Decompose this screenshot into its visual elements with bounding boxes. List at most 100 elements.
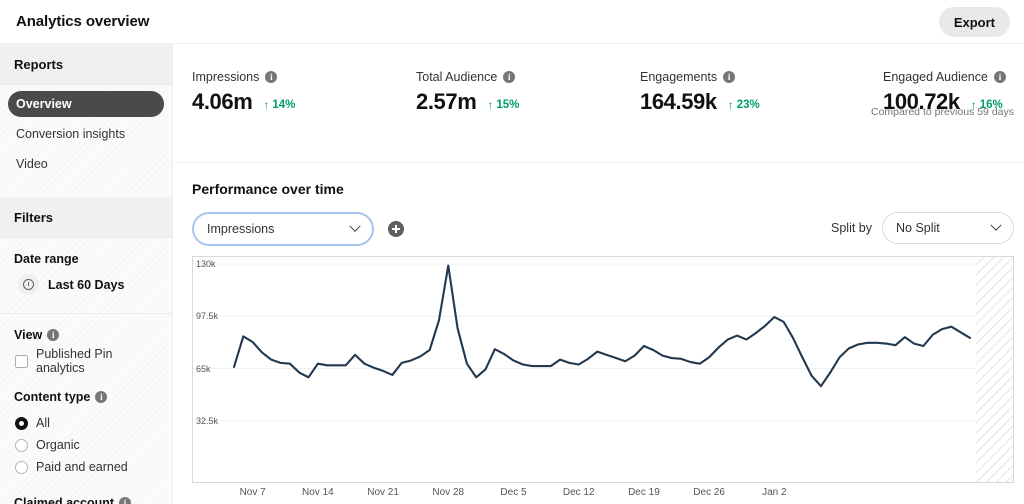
metric-delta: ↑ 15% [487,99,519,111]
metric-values: 4.06m ↑ 14% [192,89,295,115]
metric-delta-text: 15% [496,99,520,111]
export-button[interactable]: Export [938,7,1010,37]
metric-values: 2.57m ↑ 15% [416,89,519,115]
chart-controls: Impressions Split by No Split [192,212,1024,250]
add-metric-button[interactable] [388,221,404,237]
arrow-up-icon: ↑ [970,98,977,112]
x-axis-tick: Nov 21 [367,487,399,498]
sidebar-item-label: Video [16,157,48,171]
claimed-account-label: Claimed account i [14,496,158,504]
date-range-selector[interactable]: Last 60 Days [14,274,158,295]
filter-date-range: Date range Last 60 Days [0,238,172,311]
radio-icon [15,438,28,452]
checkbox-published-pin-analytics[interactable]: Published Pin analytics [14,347,158,375]
filter-claimed-account: Claimed account i All Pins [0,482,172,504]
clock-icon [18,274,39,295]
radio-content-type-paid-and-earned[interactable]: Paid and earned [14,456,158,478]
info-icon[interactable]: i [265,71,278,83]
info-icon[interactable]: i [119,497,132,504]
sidebar-item-label: Conversion insights [16,127,126,141]
y-axis-tick: 97.5k [196,311,219,322]
chart-line-path [232,264,972,388]
metric-values: 100.72k ↑ 16% [883,89,1006,115]
metric-card-engaged-audience[interactable]: Engaged Audience i 100.72k ↑ 16% [883,70,1006,115]
metric-delta-text: 23% [736,99,760,111]
metric-select[interactable]: Impressions [192,212,374,246]
radio-content-type-organic[interactable]: Organic [14,434,158,456]
option-label: Paid and earned [36,460,128,474]
date-range-label-text: Date range [14,252,79,266]
metric-value: 2.57m [416,89,477,114]
arrow-up-icon: ↑ [263,98,270,112]
sidebar-nav: Overview Conversion insights Video [0,85,172,191]
radio-icon [15,460,28,474]
metric-card-engagements[interactable]: Engagements i 164.59k ↑ 23% [640,70,760,115]
compare-note: Compared to previous 59 days [871,106,1014,118]
filter-content-type: Content type i All Organic Paid and earn… [0,376,172,482]
arrow-up-icon: ↑ [727,98,734,112]
metric-name-text: Total Audience [416,70,498,84]
option-label: All [36,416,50,430]
metric-select-value: Impressions [207,222,275,236]
sidebar-item-overview[interactable]: Overview [8,91,164,117]
sidebar-item-conversion-insights[interactable]: Conversion insights [8,121,164,147]
chart-title: Performance over time [192,181,344,197]
x-axis-tick: Jan 2 [762,487,787,498]
y-axis-tick: 130k [196,259,216,269]
metric-delta: ↑ 14% [263,99,295,111]
chart-plot-area[interactable]: 130k 97.5k 65k 32.5k [192,256,1014,483]
sidebar-item-label: Overview [16,97,72,111]
info-icon[interactable]: i [47,329,60,341]
y-axis-tick: 65k [196,363,211,374]
plot-border [192,256,1014,483]
metric-delta: ↑ 16% [971,99,1003,111]
radio-content-type-all[interactable]: All [14,412,158,434]
metric-delta-text: 14% [272,99,296,111]
info-icon[interactable]: i [723,71,736,83]
metric-name: Engagements i [640,70,760,84]
metric-delta-text: 16% [979,99,1003,111]
metric-delta: ↑ 23% [728,99,760,111]
option-label: Organic [36,438,80,452]
metric-name-text: Engaged Audience [883,70,988,84]
split-by-label: Split by [831,221,872,235]
chevron-down-icon [349,220,361,232]
line-chart[interactable] [192,256,1014,483]
metric-values: 164.59k ↑ 23% [640,89,760,115]
info-icon[interactable]: i [95,391,108,403]
sidebar-heading-filters: Filters [0,197,172,238]
top-bar: Analytics overview Export [0,0,1024,44]
metric-card-impressions[interactable]: Impressions i 4.06m ↑ 14% [192,70,295,115]
x-axis-tick: Dec 26 [693,487,725,498]
split-by-select[interactable]: No Split [882,212,1014,244]
main-content: Impressions i 4.06m ↑ 14% Total Audience… [174,44,1024,504]
sidebar: Reports Overview Conversion insights Vid… [0,44,173,504]
metric-value: 164.59k [640,89,717,114]
claimed-account-label-text: Claimed account [14,496,115,504]
option-label: Published Pin analytics [36,347,113,375]
checkbox-icon [15,354,28,368]
info-icon[interactable]: i [503,71,516,83]
content-type-label: Content type i [14,390,158,404]
metric-name-text: Impressions [192,70,260,84]
x-axis-tick: Nov 14 [302,487,334,498]
info-icon[interactable]: i [993,71,1006,83]
sidebar-heading-reports: Reports [0,44,172,85]
date-range-label: Date range [14,252,158,266]
page-title: Analytics overview [16,13,150,30]
view-label-text: View [14,328,43,342]
sidebar-item-video[interactable]: Video [8,151,164,177]
metric-card-total-audience[interactable]: Total Audience i 2.57m ↑ 15% [416,70,519,115]
metric-value: 4.06m [192,89,253,114]
view-label: View i [14,328,158,342]
x-axis-tick: Nov 28 [432,487,465,498]
radio-icon [15,416,28,430]
x-axis-tick: Dec 19 [628,487,660,498]
arrow-up-icon: ↑ [487,98,494,112]
sidebar-divider [0,313,172,314]
metric-name: Total Audience i [416,70,519,84]
split-by-control: Split by No Split [831,212,1014,244]
x-axis-tick: Dec 12 [562,487,595,498]
metric-name: Engaged Audience i [883,70,1006,84]
content-type-label-text: Content type [14,390,91,404]
